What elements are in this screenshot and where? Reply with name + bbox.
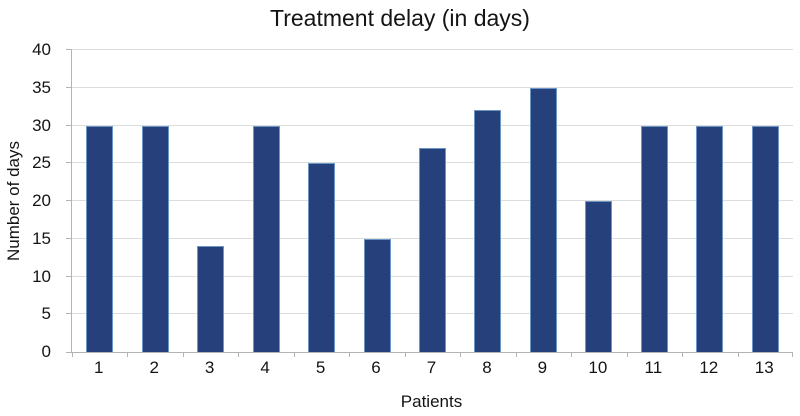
x-tick-mark: [515, 352, 517, 357]
gridline-y-30: [72, 124, 793, 126]
x-tick-mark: [238, 352, 240, 357]
bar-patient-11: [640, 125, 668, 352]
x-tick-label: 7: [426, 358, 437, 377]
y-tick-mark: [66, 124, 72, 126]
x-tick-label: 6: [371, 358, 381, 377]
chart-title: Treatment delay (in days): [270, 5, 530, 31]
bar-patient-12: [696, 125, 724, 352]
plot-area: [66, 49, 793, 357]
bar-patient-1: [86, 125, 114, 352]
y-tick-label: 40: [32, 40, 51, 59]
y-tick-mark: [66, 237, 72, 239]
bar-patient-7: [419, 148, 446, 352]
x-tick-label: 5: [315, 358, 326, 377]
y-tick-label: 25: [32, 153, 51, 173]
y-tick-label: 30: [32, 115, 51, 135]
x-tick-mark: [682, 352, 684, 357]
bar-patient-3: [197, 246, 225, 352]
y-tick-mark: [66, 162, 72, 164]
y-tick-mark: [66, 200, 72, 201]
x-tick-mark: [737, 352, 739, 357]
x-tick-mark: [182, 352, 184, 357]
bar-patient-2: [141, 125, 169, 352]
x-tick-mark: [571, 352, 573, 357]
y-tick-mark: [66, 49, 72, 50]
y-tick-mark: [66, 352, 72, 353]
x-tick-mark: [460, 352, 462, 357]
bar-patient-8: [474, 110, 502, 352]
x-tick-label: 9: [537, 358, 548, 377]
x-tick-label: 1: [93, 358, 104, 377]
x-tick-label: 12: [699, 358, 719, 377]
y-tick-mark: [66, 313, 72, 315]
x-tick-mark: [404, 352, 406, 357]
x-tick-label: 11: [644, 358, 663, 377]
y-tick-mark: [66, 86, 72, 88]
x-tick-mark: [72, 352, 73, 357]
y-tick-label: 5: [41, 304, 51, 324]
gridline-y-35: [72, 86, 793, 88]
y-tick-label: 35: [32, 77, 51, 97]
y-tick-label: 20: [32, 191, 51, 210]
bar-patient-6: [363, 238, 391, 352]
x-tick-label: 10: [588, 358, 608, 377]
x-tick-mark: [293, 352, 295, 357]
y-tick-mark: [66, 275, 72, 277]
x-tick-label: 8: [482, 358, 492, 377]
y-tick-label: 10: [32, 266, 51, 286]
bar-patient-5: [308, 163, 336, 352]
x-axis-title: Patients: [400, 392, 463, 411]
x-tick-mark: [349, 352, 351, 357]
bar-patient-10: [585, 201, 613, 352]
x-tick-label: 2: [149, 358, 159, 377]
y-tick-label: 15: [32, 228, 51, 248]
x-tick-mark: [626, 352, 628, 357]
x-tick-mark: [792, 352, 793, 357]
x-tick-label: 4: [260, 358, 270, 377]
y-axis-tick-labels: 0 5 10 15 20 25 30 35 40: [0, 41, 61, 361]
bar-patient-13: [751, 125, 779, 352]
x-tick-label: 3: [204, 358, 215, 377]
bar-patient-9: [529, 87, 557, 352]
x-tick-label: 13: [754, 358, 774, 377]
x-tick-mark: [127, 352, 129, 357]
bar-patient-4: [252, 125, 280, 352]
y-tick-label: 0: [41, 342, 51, 361]
x-axis-tick-labels: 1 2 3 4 5 6 7 8 9 10 11 12 13: [71, 358, 792, 378]
gridline-y-40: [72, 49, 793, 50]
